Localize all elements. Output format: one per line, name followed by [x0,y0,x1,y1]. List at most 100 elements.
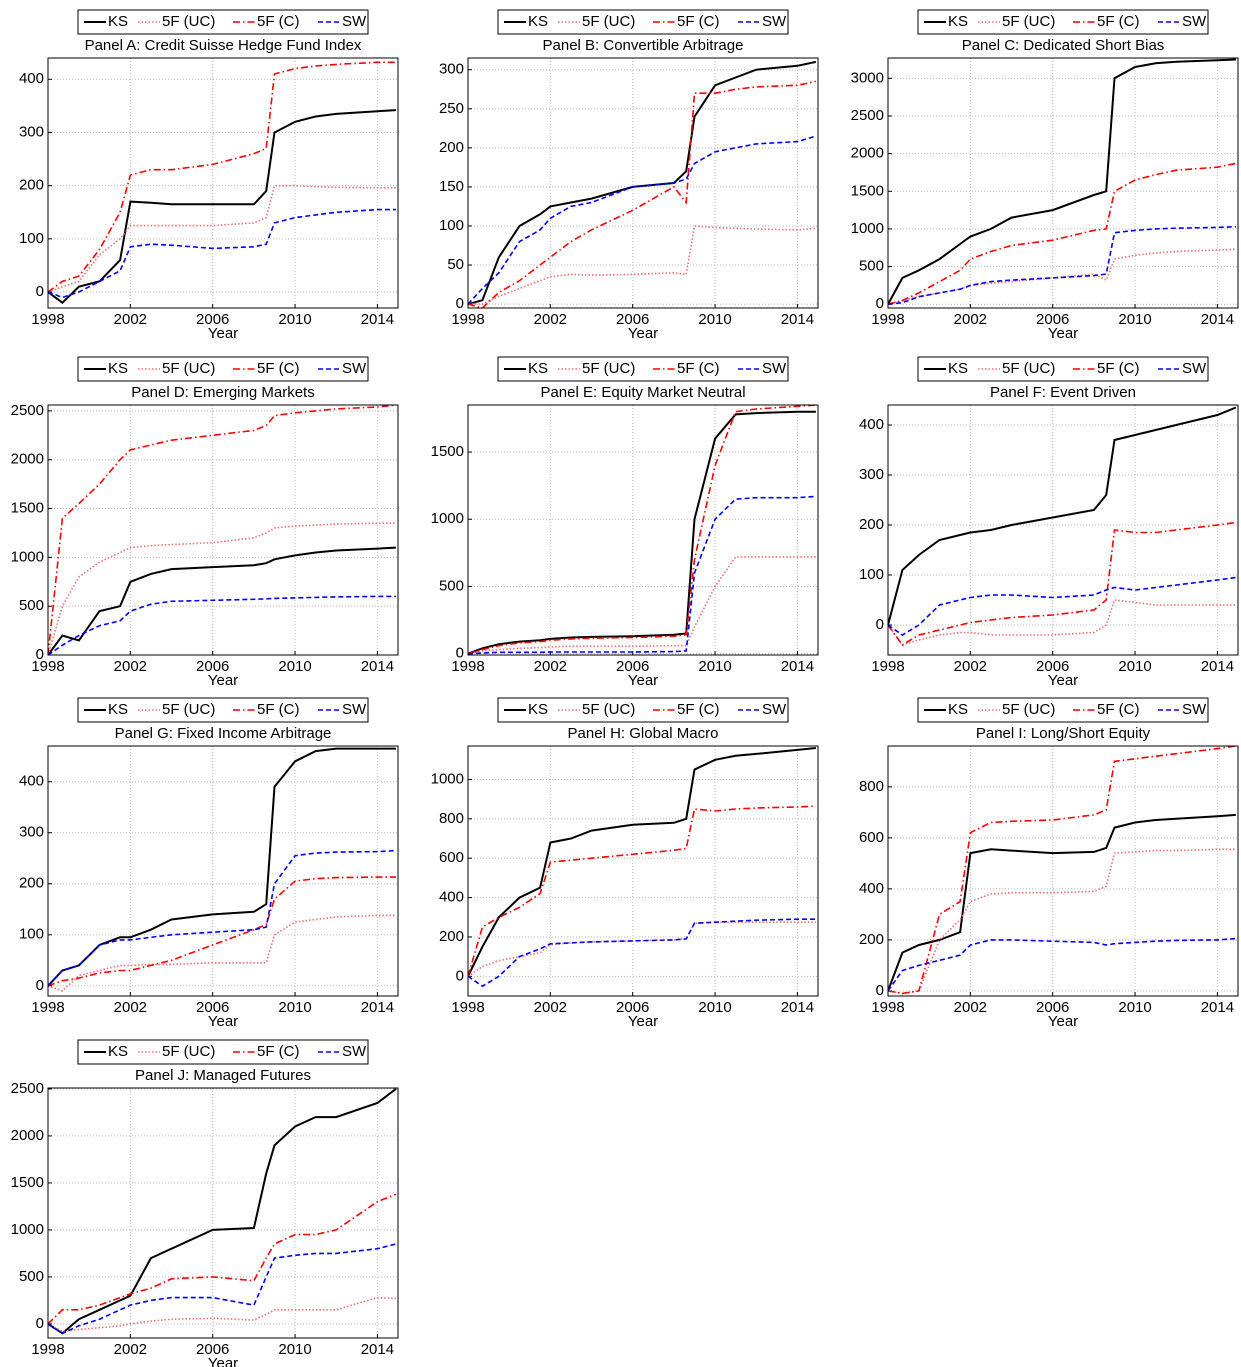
x-tick-label: 2002 [114,999,147,1016]
x-axis-label: Year [1048,672,1078,689]
y-tick-label: 1000 [11,1221,44,1238]
panel: 1998 2002 2006 2010 2014 0 500 1000 1500 2000 2500… [11,1039,399,1367]
x-tick-label: 2010 [698,658,731,675]
plot-frame [887,404,1239,656]
x-tick-label: 2010 [1118,311,1151,328]
chart-title: Panel G: Fixed Income Arbitrage [115,725,332,742]
x-tick-label: 2014 [781,658,814,675]
legend-label: 5F (C) [257,1043,300,1060]
series-line [468,80,817,308]
y-tick-label: 400 [19,70,44,87]
series-line [468,556,816,655]
x-tick-label: 1998 [871,658,904,675]
y-tick-label: 600 [859,829,884,846]
chart-title: Panel E: Equity Market Neutral [540,384,745,401]
chart-title: Panel B: Convertible Arbitrage [543,37,744,54]
panel: 1998 2002 2006 2010 2014 0 200 400 600 800 Panel I… [859,697,1239,1030]
y-tick-label: 0 [456,295,464,312]
x-tick-label: 2002 [954,311,987,328]
x-tick-label: 2006 [1036,658,1069,675]
plot-frame [47,1087,399,1339]
x-tick-label: 2010 [278,658,311,675]
chart-title: Panel D: Emerging Markets [131,384,314,401]
series-line [48,747,396,987]
x-tick-label: 2006 [616,311,649,328]
series-line [48,546,396,655]
x-tick-label: 2014 [1201,311,1234,328]
x-tick-label: 2014 [361,311,394,328]
x-tick-label: 2002 [954,658,987,675]
chart-title: Panel C: Dedicated Short Bias [962,37,1165,54]
y-tick-label: 1500 [11,1174,44,1191]
plot-frame [887,57,1239,309]
legend-label: KS [108,360,128,377]
legend-label: SW [1182,360,1207,377]
y-tick-label: 300 [439,61,464,78]
plot-frame [47,57,399,309]
y-tick-label: 0 [456,967,464,984]
legend-label: 5F (UC) [162,1043,215,1060]
x-tick-label: 2006 [196,311,229,328]
x-tick-label: 2002 [114,311,147,328]
x-axis-label: Year [628,325,658,342]
legend-label: 5F (C) [1097,13,1140,30]
x-tick-label: 2006 [1036,999,1069,1016]
legend-label: 5F (UC) [162,360,215,377]
legend-label: 5F (UC) [582,701,635,718]
x-axis-label: Year [208,672,238,689]
panel: 1998 2002 2006 2010 2014 0 100 200 300 400 Panel F… [859,356,1239,689]
legend-label: KS [108,1043,128,1060]
series-line [48,405,396,655]
y-tick-label: 1500 [431,443,464,460]
panel: 1998 2002 2006 2010 2014 0 100 200 300 400 Panel G… [19,697,399,1030]
plot-frame [47,745,399,997]
legend-label: SW [342,1043,367,1060]
series-line [468,921,816,977]
series-line [48,61,396,293]
series-line [48,595,396,655]
series-line [468,805,816,977]
y-tick-label: 2000 [11,1127,44,1144]
legend-label: KS [528,701,548,718]
x-tick-label: 2014 [781,999,814,1016]
chart-title: Panel H: Global Macro [568,725,719,742]
y-tick-label: 500 [859,258,884,275]
x-tick-label: 2014 [361,1341,394,1358]
series-line [468,410,816,655]
legend-label: SW [1182,701,1207,718]
legend-label: 5F (C) [257,360,300,377]
y-tick-label: 1000 [431,770,464,787]
legend-label: 5F (UC) [1002,360,1055,377]
series-line [468,918,816,988]
x-tick-label: 2002 [954,999,987,1016]
x-tick-label: 2010 [278,311,311,328]
legend-label: SW [342,13,367,30]
x-tick-label: 2002 [534,311,567,328]
legend-label: 5F (C) [1097,701,1140,718]
legend-label: 5F (C) [257,13,300,30]
plot-frame [467,404,819,656]
y-tick-label: 100 [19,230,44,247]
y-tick-label: 800 [859,778,884,795]
series-line [468,405,816,655]
legend-label: SW [342,701,367,718]
legend-label: SW [762,360,787,377]
legend-label: SW [762,13,787,30]
y-tick-label: 0 [876,982,884,999]
y-tick-label: 1500 [11,499,44,516]
plot-frame [887,745,1239,997]
x-axis-label: Year [208,1013,238,1030]
y-tick-label: 400 [859,416,884,433]
x-tick-label: 2014 [361,999,394,1016]
panel: 1998 2002 2006 2010 2014 0 500 1000 1500 2000 2500… [11,356,399,689]
legend-label: 5F (C) [677,360,720,377]
y-tick-label: 100 [19,926,44,943]
legend-label: KS [528,13,548,30]
series-line [48,914,396,992]
panel: 1998 2002 2006 2010 2014 0 100 200 300 400 Panel A… [19,9,399,342]
x-tick-label: 2006 [616,999,649,1016]
y-tick-label: 3000 [851,69,884,86]
x-tick-label: 1998 [871,999,904,1016]
series-line [888,58,1236,305]
